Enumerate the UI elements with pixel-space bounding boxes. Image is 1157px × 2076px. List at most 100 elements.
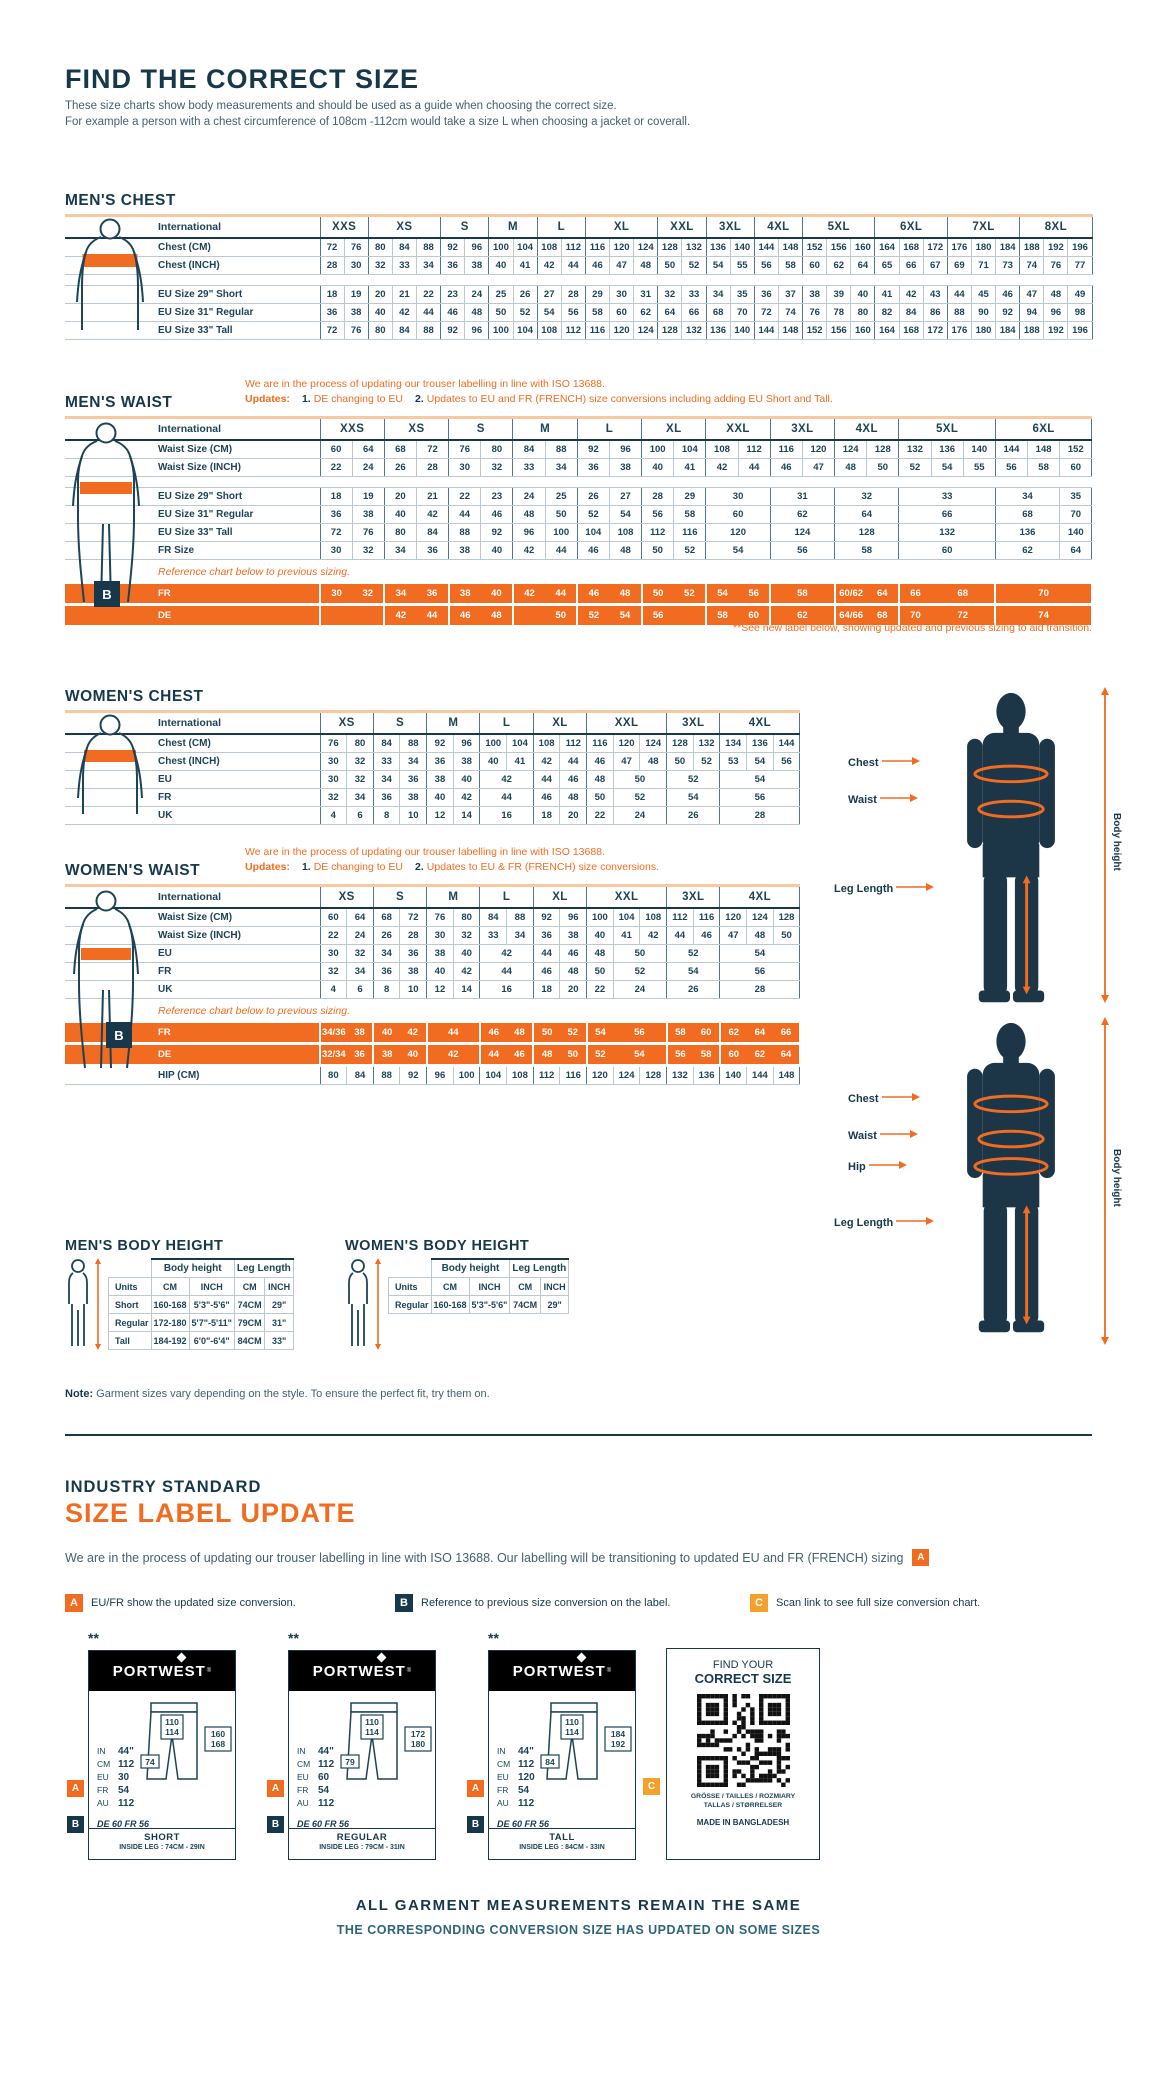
- table-row: Regular 172-180 5'7"-5'11" 79CM 31": [108, 1313, 294, 1332]
- qr-langs-line1: GRÖSSE / TAILLES / ROZMIARY: [690, 1793, 796, 1800]
- portwest-logo-band: PORTWEST ®: [89, 1651, 235, 1691]
- portwest-diamond-icon: [576, 1652, 587, 1663]
- qr-card: FIND YOUR CORRECT SIZE GRÖSSE / TAILLES …: [666, 1648, 820, 1860]
- arrow-icon: [881, 1093, 920, 1101]
- card-footer: REGULAR INSIDE LEG : 79CM - 31IN: [289, 1828, 435, 1859]
- footer-line2: THE CORRESPONDING CONVERSION SIZE HAS UP…: [336, 1923, 821, 1937]
- transition-stars: **: [88, 1630, 99, 1646]
- garment-note-text: Garment sizes vary depending on the styl…: [93, 1388, 490, 1400]
- leg-length-label: Leg Length: [834, 1216, 935, 1229]
- size-row-fr: FR 54: [297, 1785, 330, 1796]
- page-title: FIND THE CORRECT SIZE: [65, 64, 420, 94]
- header-row: International XXS XS S M L XL XXL 3XL 4XL 5XL 6XL: [65, 417, 1093, 441]
- inside-leg-text: INSIDE LEG : 79CM - 31IN: [319, 1844, 405, 1851]
- svg-text:114: 114: [565, 1727, 579, 1737]
- table-row: UK 4 6 8 10 12 14 16 18 20 22 24 26 28: [65, 980, 801, 999]
- table-row: EU Size 31" Regular 36 38 40 42 44 46 48 50 52 54 5…: [65, 505, 1093, 524]
- transition-stars: **: [488, 1630, 499, 1646]
- body-height-arrow: [1098, 686, 1112, 1009]
- card-badge-b: B: [267, 1816, 284, 1833]
- svg-text:79: 79: [345, 1757, 355, 1767]
- reference-badge-b-mens: B: [94, 581, 120, 607]
- inside-leg-text: INSIDE LEG : 84CM - 33IN: [519, 1844, 605, 1851]
- arrow-icon: [868, 1161, 907, 1169]
- table-row: EU Size 33" Tall 72 76 80 84 88 92 96 100 104 108 1…: [65, 321, 1093, 340]
- transition-stars: **: [288, 1630, 299, 1646]
- fit-name: REGULAR: [336, 1832, 388, 1843]
- badge-a-inline: A: [912, 1549, 930, 1566]
- mens-chest-size-table: International XXS XS S M L XL XXL 3XL 4XL 5XL 6XL 7X…: [65, 214, 1093, 340]
- svg-text:110: 110: [165, 1717, 179, 1727]
- svg-text:84: 84: [545, 1757, 555, 1767]
- svg-text:172: 172: [411, 1729, 425, 1739]
- table-row: EU 30 32 34 36 38 40 42 44 46 48 50 52 54: [65, 944, 801, 963]
- table-row: Chest (INCH) 30 32 33 34 36 38 40 41 42 44 46 47 48 50…: [65, 752, 801, 771]
- size-row-au: AU 112: [497, 1798, 535, 1809]
- arrow-icon: [879, 794, 918, 802]
- scan-badge-c: C: [643, 1778, 660, 1795]
- table-row: Regular 160-168 5'3"-5'6" 74CM 29": [388, 1295, 570, 1314]
- size-label-update-heading: SIZE LABEL UPDATE: [65, 1498, 356, 1528]
- table-row: EU Size 29" Short 18 19 20 21 22 23 24 25 26 27 28 2…: [65, 487, 1093, 506]
- table-row: Waist Size (INCH) 22 24 26 28 30 32 33 34 36 38 40 4…: [65, 458, 1093, 477]
- card-footer: TALL INSIDE LEG : 84CM - 33IN: [489, 1828, 635, 1859]
- svg-text:110: 110: [565, 1717, 579, 1727]
- table-row: EU Size 31" Regular 36 38 40 42 44 46 48 50 52 54 5…: [65, 303, 1093, 322]
- size-row-in: IN 44": [497, 1746, 534, 1757]
- table-row: Waist Size (CM) 60 64 68 72 76 80 84 88 92 96 100 10…: [65, 440, 1093, 459]
- header-row: International XXS XS S M L XL XXL 3XL 4XL 5XL 6XL 7X…: [65, 215, 1093, 239]
- previous-size-note: DE 60 FR 56: [97, 1819, 150, 1829]
- portwest-logo-band: PORTWEST ®: [289, 1651, 435, 1691]
- header-row: International XS S M L XL XXL 3XL 4XL: [65, 885, 801, 909]
- trousers-sketch: 110 114 184 192 84: [539, 1697, 633, 1820]
- mens-waist-size-table: International XXS XS S M L XL XXL 3XL 4XL 5XL 6XL Wa…: [65, 416, 1093, 628]
- badge-a: A: [65, 1594, 83, 1612]
- qr-langs-line2: TALLAS / STØRRELSER: [703, 1802, 783, 1809]
- waist-label: Waist: [848, 1129, 918, 1142]
- size-row-fr: FR 54: [497, 1785, 530, 1796]
- portwest-logo-text: PORTWEST: [312, 1662, 406, 1680]
- table-row: FR 32 34 36 38 40 42 44 46 48 50 52 54 56: [65, 962, 801, 981]
- fit-name: SHORT: [144, 1832, 180, 1843]
- header-row: International XS S M L XL XXL 3XL 4XL: [65, 711, 801, 735]
- card-badge-a: A: [67, 1780, 84, 1797]
- svg-text:114: 114: [365, 1727, 379, 1737]
- size-row-cm: CM 112: [297, 1759, 335, 1770]
- waist-label: Waist: [848, 793, 918, 806]
- table-row: HIP (CM) 80 84 88 92 96 100 104 108 112 116 120 124 1…: [65, 1065, 801, 1085]
- svg-text:184: 184: [611, 1729, 625, 1739]
- previous-size-note: DE 60 FR 56: [297, 1819, 350, 1829]
- portwest-logo-band: PORTWEST ®: [489, 1651, 635, 1691]
- arrow-icon: [881, 757, 920, 765]
- legend-item-b: B Reference to previous size conversion o…: [395, 1594, 670, 1612]
- table-row: Chest (CM) 72 76 80 84 88 92 96 100 104 108 112 116 1…: [65, 238, 1093, 257]
- mens-chest-heading: MEN'S CHEST: [65, 192, 176, 209]
- legend-item-a: A EU/FR show the updated size conversion.: [65, 1594, 296, 1612]
- card-footer: SHORT INSIDE LEG : 74CM - 29IN: [89, 1828, 235, 1859]
- mens-waist-table-wrap: International XXS XS S M L XL XXL 3XL 4XL 5XL 6XL Wa…: [65, 416, 1093, 628]
- card-badge-a: A: [467, 1780, 484, 1797]
- body-height-label: Body height: [1111, 813, 1122, 871]
- qr-correct-size: CORRECT SIZE: [694, 1671, 792, 1686]
- size-row-in: IN 44": [97, 1746, 134, 1757]
- hip-label: Hip: [848, 1160, 907, 1173]
- intro-text: These size charts show body measurements…: [65, 99, 965, 130]
- qr-code: [696, 1694, 790, 1787]
- mens-waist-iso-note: We are in the process of updating our tr…: [245, 378, 833, 405]
- mens-chest-figure: [76, 218, 144, 330]
- svg-text:160: 160: [211, 1729, 225, 1739]
- intro-line1: These size charts show body measurements…: [65, 100, 617, 112]
- size-row-eu: EU 120: [497, 1772, 535, 1783]
- size-row-cm: CM 112: [497, 1759, 535, 1770]
- womens-waist-iso-note: We are in the process of updating our tr…: [245, 846, 660, 873]
- intro-line2: For example a person with a chest circum…: [65, 115, 691, 128]
- person-silhouette: [967, 692, 1055, 1003]
- qr-find-your: FIND YOUR: [712, 1659, 774, 1671]
- table-row: DE 42 44 46 48 50 52 54 56 58 60 62 64/66 68 70 72 74: [65, 604, 1093, 628]
- womens-measurement-figure: Chest Waist Hip Leg Length Body height: [826, 1016, 1132, 1350]
- size-row-in: IN 44": [297, 1746, 334, 1757]
- garment-note: Note: Garment sizes vary depending on th…: [65, 1388, 490, 1400]
- table-row: DE 32/34 36 38 40 42 44 46 48 50 52 54 56 58 60 62 64: [65, 1043, 801, 1067]
- body-height-arrow: [1098, 1016, 1112, 1351]
